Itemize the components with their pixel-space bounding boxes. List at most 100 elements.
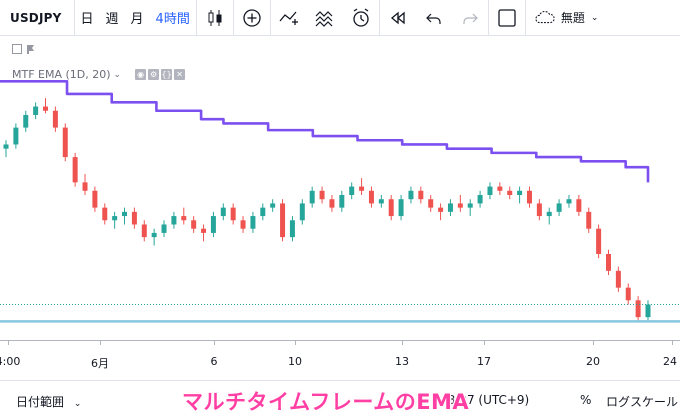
candle: [438, 203, 444, 221]
candle-body: [517, 190, 523, 195]
candle-body: [52, 110, 58, 128]
time-axis[interactable]: 4:00 6月 6 10 13 17 20 24: [0, 340, 680, 380]
candle-body: [467, 203, 473, 208]
layout-save-button[interactable]: 無題 ⌄: [526, 0, 606, 36]
candle-body: [526, 190, 532, 204]
tick-mark: [593, 341, 594, 345]
close-icon[interactable]: ✕: [174, 69, 186, 80]
candle: [615, 266, 621, 292]
candle-body: [329, 199, 335, 208]
interval-week-button[interactable]: 週: [105, 12, 119, 27]
candle-body: [615, 270, 621, 288]
tick-mark: [100, 341, 101, 345]
study-buttons: ◉ ⚙ {} ✕: [135, 69, 186, 80]
candle: [398, 195, 404, 221]
chevron-down-icon[interactable]: ⌄: [113, 69, 122, 80]
candle-body: [457, 203, 463, 208]
candle: [72, 152, 78, 187]
date-range-label: 日付範囲: [16, 395, 65, 409]
undo-icon[interactable]: [416, 0, 452, 36]
candle-body: [487, 186, 493, 195]
candle-body: [349, 186, 355, 195]
candle: [309, 186, 315, 208]
candle: [428, 195, 434, 212]
candle-body: [388, 199, 394, 217]
chart-legend: [12, 44, 36, 54]
price-chart[interactable]: [0, 36, 680, 340]
settings-icon[interactable]: ⚙: [148, 69, 160, 80]
study-legend[interactable]: MTF EMA (1D, 20) ⌄ ◉ ⚙ {} ✕: [12, 68, 186, 81]
candle: [359, 178, 365, 195]
candle-body: [339, 195, 345, 208]
tick-mark: [214, 341, 215, 345]
candle-body: [645, 304, 651, 318]
alert-icon[interactable]: [343, 0, 379, 36]
candle: [497, 182, 503, 195]
collapse-legend-button[interactable]: [12, 44, 22, 54]
candle-body: [220, 207, 226, 217]
candle-body: [260, 207, 266, 217]
timezone-clock[interactable]: 48:07 (UTC+9): [440, 393, 530, 407]
candle: [517, 186, 523, 204]
candle-body: [82, 182, 88, 191]
candle: [171, 211, 177, 229]
x-tick-label: 17: [477, 355, 491, 368]
date-range-button[interactable]: 日付範囲 ⌄: [16, 393, 81, 410]
candle: [240, 216, 246, 233]
candle-body: [270, 203, 276, 208]
add-indicator-icon[interactable]: [234, 0, 270, 36]
candle: [280, 199, 286, 242]
candle: [151, 228, 157, 246]
candle-body: [586, 211, 592, 229]
interval-month-button[interactable]: 月: [130, 12, 144, 27]
candle: [289, 216, 295, 242]
candle-body: [250, 216, 256, 229]
toolbar-divider: [232, 0, 234, 36]
candle: [102, 203, 108, 225]
candle: [210, 211, 216, 238]
chevron-down-icon: ⌄: [590, 12, 599, 23]
candle: [605, 249, 611, 276]
candle: [526, 186, 532, 208]
candle-body: [33, 106, 39, 115]
eye-icon[interactable]: ◉: [135, 69, 147, 80]
candle-body: [438, 207, 444, 212]
layout-icon[interactable]: [489, 0, 525, 36]
candle: [625, 283, 631, 305]
compare-icon[interactable]: [307, 0, 343, 36]
log-scale-button[interactable]: ログスケール: [606, 395, 679, 409]
candle-body: [191, 220, 197, 229]
candle: [191, 216, 197, 233]
symbol-search-button[interactable]: USDJPY: [10, 10, 62, 25]
candle-body: [112, 216, 118, 221]
interval-4h-button[interactable]: 4時間: [155, 12, 190, 27]
candle: [408, 186, 414, 204]
replay-icon[interactable]: [380, 0, 416, 36]
candles-icon[interactable]: [197, 0, 233, 36]
redo-icon[interactable]: [452, 0, 488, 36]
x-tick-label: 6月: [91, 357, 109, 370]
tick-mark: [402, 341, 403, 345]
x-tick-label: 6: [210, 355, 218, 368]
toolbar-divider: [524, 0, 526, 36]
indicators-icon[interactable]: [271, 0, 307, 36]
candle: [507, 186, 513, 200]
candle-body: [230, 207, 236, 221]
candle-body: [3, 144, 9, 149]
candle: [131, 207, 137, 229]
candle: [43, 98, 49, 114]
tick-mark: [8, 341, 9, 345]
candle-body: [171, 216, 177, 225]
percent-scale-button[interactable]: %: [580, 393, 592, 407]
candle: [645, 300, 651, 322]
interval-day-button[interactable]: 日: [80, 12, 94, 27]
flag-icon[interactable]: [26, 44, 36, 54]
candle-body: [141, 224, 147, 238]
source-code-icon[interactable]: {}: [161, 69, 173, 80]
candle: [62, 123, 68, 162]
tick-mark: [484, 341, 485, 345]
candle-body: [596, 228, 602, 254]
candle: [270, 199, 276, 212]
candle: [201, 224, 207, 242]
candle: [319, 186, 325, 204]
